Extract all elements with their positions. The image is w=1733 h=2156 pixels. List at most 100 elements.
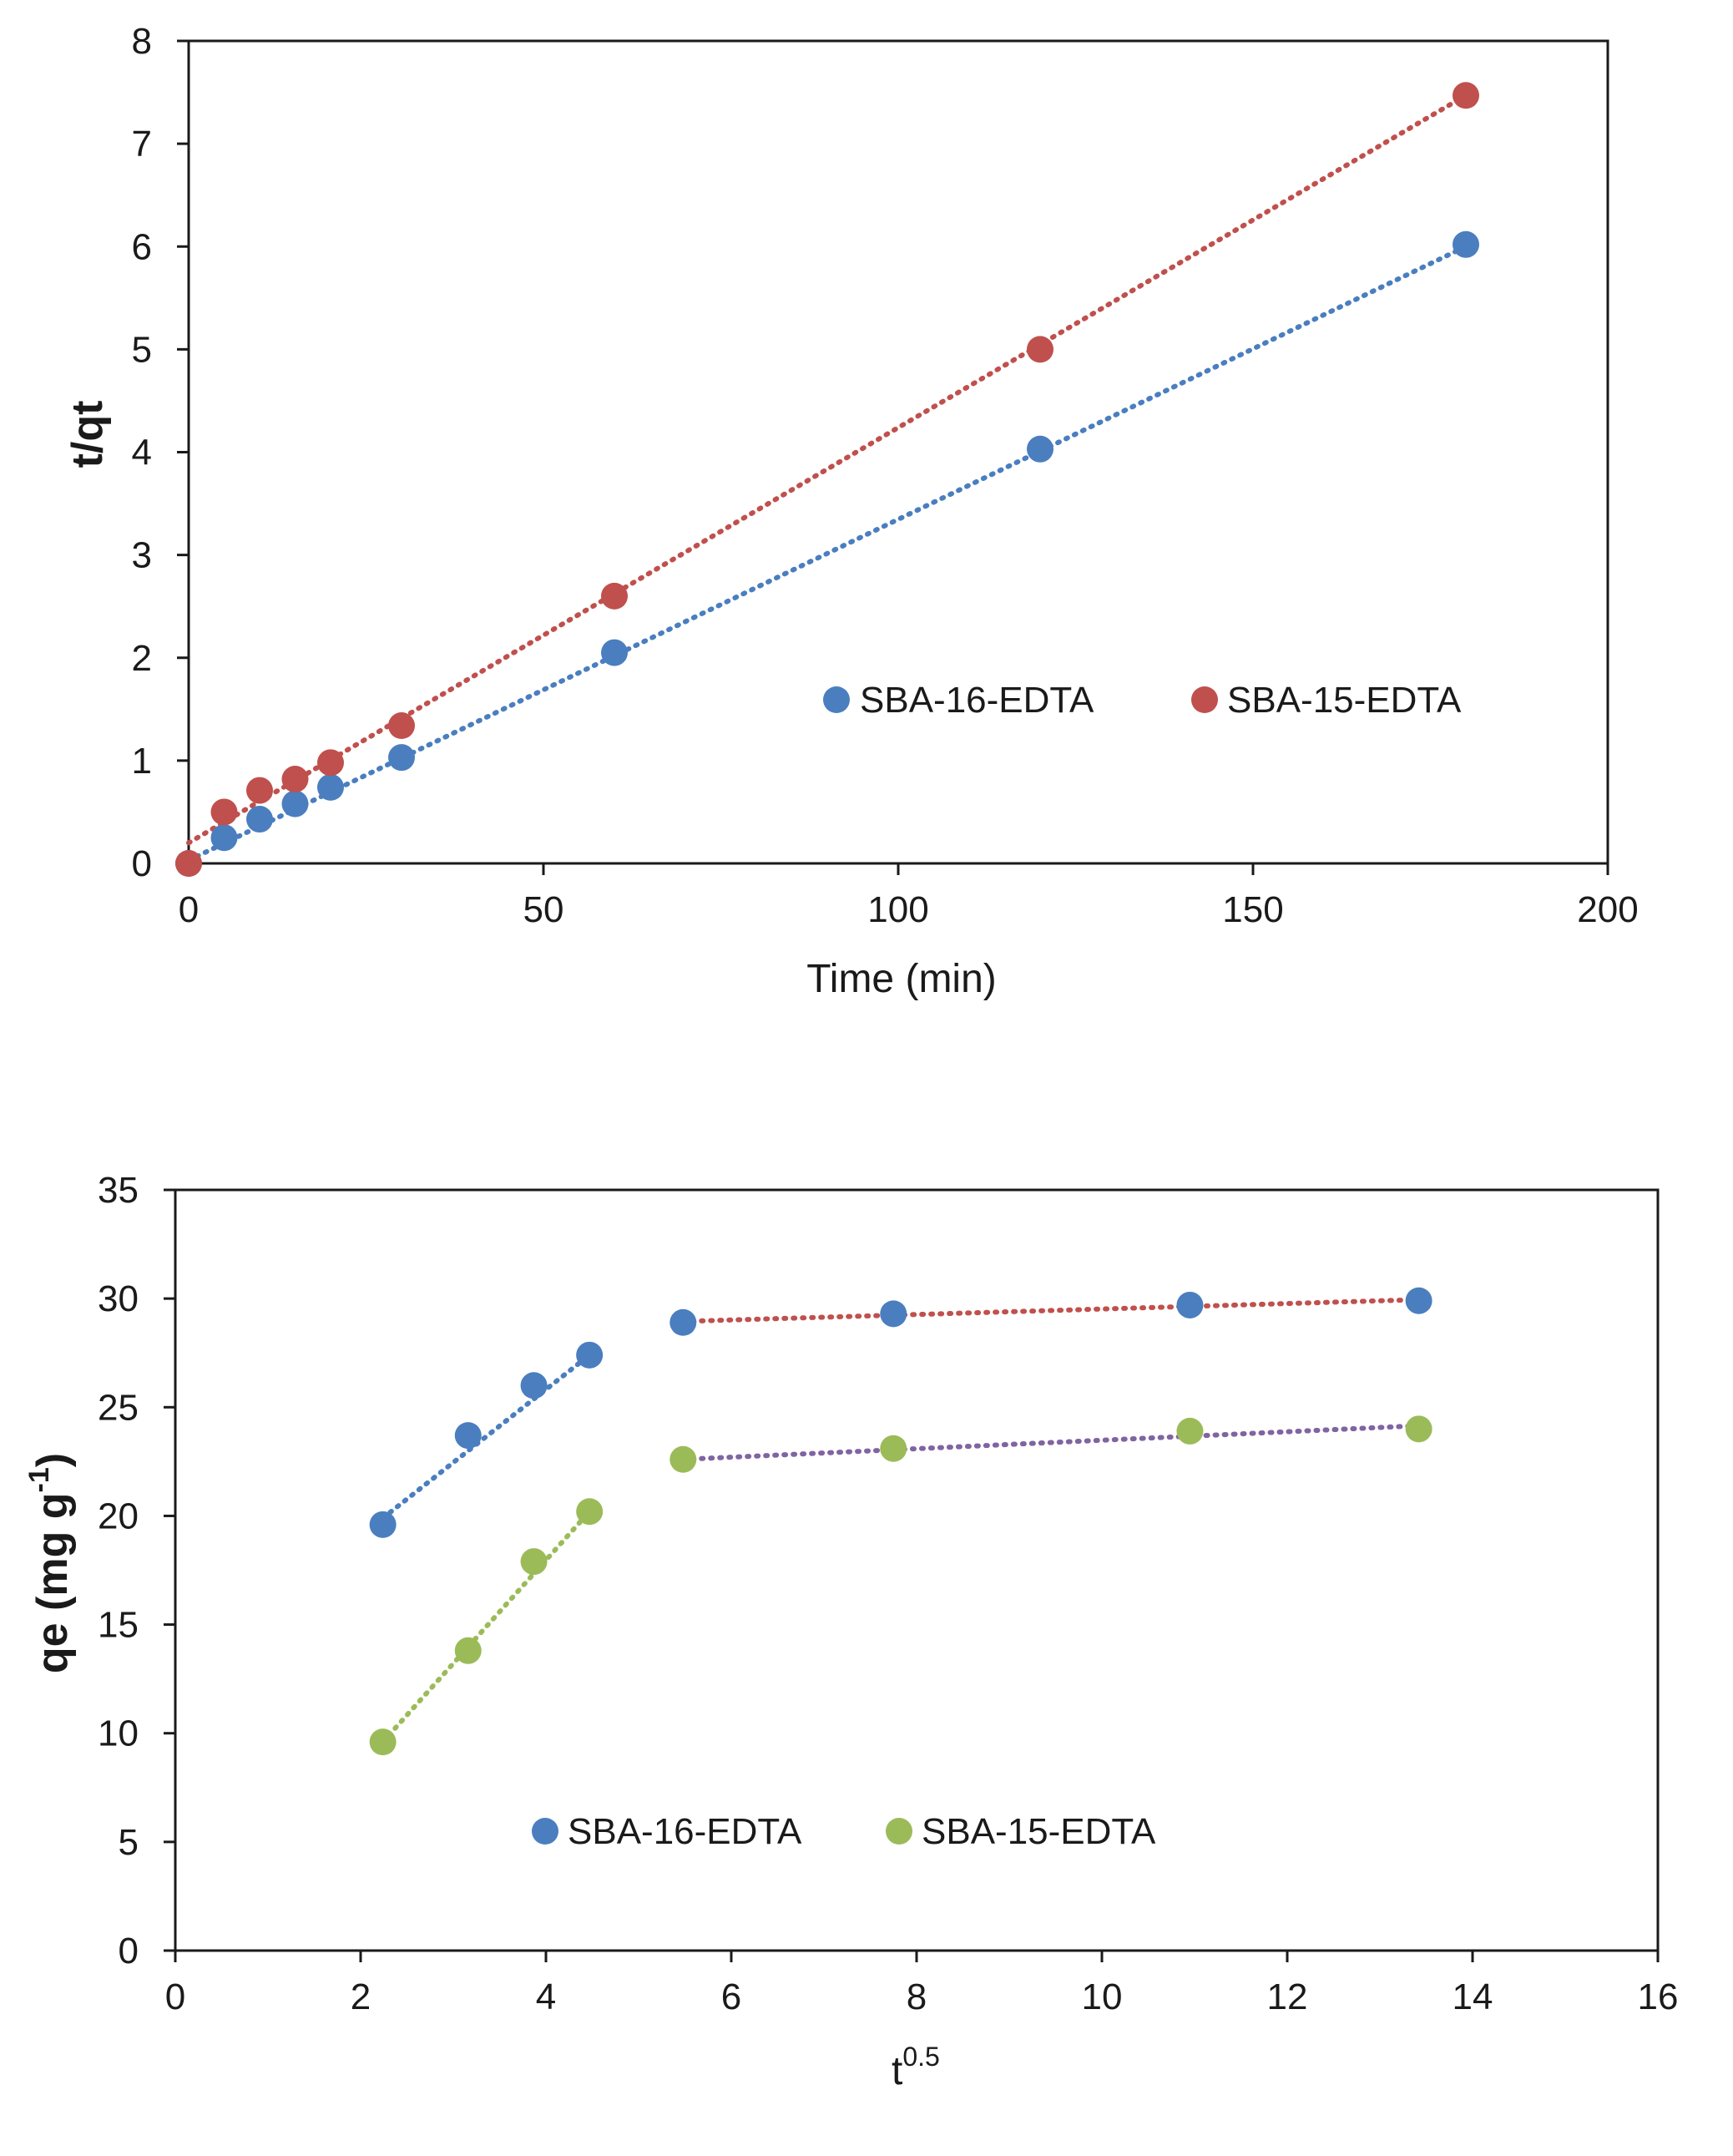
trendline-series-0-0 bbox=[186, 244, 1468, 863]
data-point-series-0 bbox=[246, 806, 273, 833]
x-tick-label: 200 bbox=[1577, 889, 1638, 930]
y-tick-label: 5 bbox=[132, 329, 152, 370]
x-axis-title-base: t bbox=[892, 2049, 902, 2093]
y-tick-label: 5 bbox=[119, 1822, 139, 1863]
data-point-series-1 bbox=[1453, 82, 1479, 109]
data-point-series-0 bbox=[1176, 1291, 1204, 1318]
data-point-series-1 bbox=[175, 850, 202, 877]
x-tick-label: 2 bbox=[351, 1976, 371, 2017]
y-tick-label: 30 bbox=[98, 1278, 139, 1319]
data-point-series-1 bbox=[669, 1445, 697, 1473]
data-points bbox=[369, 1287, 1432, 1756]
data-point-series-0 bbox=[317, 773, 344, 801]
y-tick-label: 0 bbox=[119, 1931, 139, 1971]
legend: SBA-16-EDTA SBA-15-EDTA bbox=[532, 1811, 1156, 1852]
data-point-series-1 bbox=[601, 582, 628, 610]
data-point-series-0 bbox=[388, 744, 415, 772]
legend-marker-sba15 bbox=[886, 1818, 912, 1845]
data-point-series-1 bbox=[576, 1498, 604, 1526]
x-tick-label: 50 bbox=[523, 889, 564, 930]
data-point-series-1 bbox=[880, 1435, 907, 1462]
data-point-series-0 bbox=[454, 1422, 482, 1450]
legend-marker-sba16 bbox=[823, 686, 850, 713]
legend-label-sba15: SBA-15-EDTA bbox=[922, 1811, 1156, 1852]
data-point-series-1 bbox=[210, 798, 238, 826]
data-point-series-0 bbox=[1027, 435, 1053, 463]
y-tick-label: 0 bbox=[132, 843, 152, 884]
trendline-series-0-0 bbox=[380, 1352, 593, 1521]
y-tick-label: 8 bbox=[132, 21, 152, 62]
plot-frame bbox=[174, 1188, 1660, 1952]
legend: SBA-16-EDTA SBA-15-EDTA bbox=[823, 680, 1462, 721]
data-point-series-0 bbox=[520, 1372, 548, 1399]
data-point-series-0 bbox=[210, 824, 238, 852]
plot-frame bbox=[187, 39, 1609, 865]
y-tick-label: 3 bbox=[132, 535, 152, 576]
x-tick-label: 0 bbox=[179, 889, 199, 930]
data-point-series-1 bbox=[454, 1637, 482, 1664]
y-tick-label: 7 bbox=[132, 124, 152, 164]
data-point-series-0 bbox=[576, 1341, 604, 1369]
y-tick-label: 1 bbox=[132, 741, 152, 782]
trendlines bbox=[380, 1297, 1422, 1745]
axis-ticks: 0 2 4 6 8 10 12 14 16 0 5 10 15 20 25 30 35 bbox=[98, 1170, 1678, 2017]
data-point-series-1 bbox=[246, 777, 273, 804]
trendline-series-1-0 bbox=[380, 1509, 593, 1745]
y-tick-label: 20 bbox=[98, 1496, 139, 1536]
data-point-series-0 bbox=[1405, 1287, 1432, 1314]
y-tick-label: 6 bbox=[132, 226, 152, 267]
x-tick-label: 150 bbox=[1222, 889, 1283, 930]
data-point-series-0 bbox=[281, 790, 309, 817]
data-point-series-0 bbox=[880, 1300, 907, 1328]
trendline-series-1-0 bbox=[186, 93, 1468, 846]
y-axis-title-base: qe (mg g bbox=[28, 1492, 77, 1673]
x-tick-label: 0 bbox=[165, 1976, 185, 2017]
y-tick-label: 4 bbox=[132, 433, 152, 473]
data-point-series-1 bbox=[520, 1548, 548, 1576]
data-point-series-1 bbox=[1027, 336, 1053, 363]
y-tick-label: 15 bbox=[98, 1605, 139, 1646]
data-point-series-1 bbox=[281, 766, 309, 793]
data-point-series-0 bbox=[1453, 230, 1479, 258]
y-tick-label: 2 bbox=[132, 638, 152, 679]
trendline-series-1-1 bbox=[680, 1423, 1422, 1462]
x-axis-title: t0.5 bbox=[892, 2042, 940, 2093]
data-point-series-1 bbox=[1176, 1417, 1204, 1445]
data-point-series-0 bbox=[369, 1511, 397, 1538]
legend-marker-sba16 bbox=[532, 1818, 558, 1845]
legend-label-sba16: SBA-16-EDTA bbox=[860, 680, 1094, 721]
x-axis-title-sup: 0.5 bbox=[902, 2042, 939, 2072]
x-tick-label: 14 bbox=[1453, 1976, 1493, 2017]
x-tick-label: 8 bbox=[907, 1976, 927, 2017]
x-tick-label: 4 bbox=[536, 1976, 556, 2017]
x-tick-label: 6 bbox=[721, 1976, 741, 2017]
x-tick-label: 12 bbox=[1267, 1976, 1308, 2017]
data-point-series-1 bbox=[388, 712, 415, 740]
x-tick-label: 100 bbox=[867, 889, 928, 930]
data-point-series-0 bbox=[669, 1308, 697, 1336]
y-axis-title-sup: -1 bbox=[23, 1467, 55, 1492]
data-point-series-1 bbox=[369, 1728, 397, 1756]
y-tick-label: 35 bbox=[98, 1170, 139, 1211]
y-tick-label: 25 bbox=[98, 1387, 139, 1428]
chart-pseudo-second-order: 0 50 100 150 200 0 1 2 3 4 5 6 7 8 Time (min) t/qt SB… bbox=[63, 21, 1639, 1001]
data-point-series-1 bbox=[1405, 1415, 1432, 1443]
data-point-series-0 bbox=[601, 639, 628, 666]
y-tick-label: 10 bbox=[98, 1713, 139, 1754]
y-axis-title: t/qt bbox=[63, 401, 112, 468]
trendlines bbox=[186, 93, 1468, 863]
y-axis-title-tail: ) bbox=[28, 1453, 77, 1467]
x-tick-label: 16 bbox=[1638, 1976, 1679, 2017]
x-tick-label: 10 bbox=[1082, 1976, 1123, 2017]
legend-label-sba16: SBA-16-EDTA bbox=[568, 1811, 802, 1852]
y-axis-title: qe (mg g-1) bbox=[23, 1453, 77, 1673]
legend-label-sba15: SBA-15-EDTA bbox=[1227, 680, 1462, 721]
axis-ticks: 0 50 100 150 200 0 1 2 3 4 5 6 7 8 bbox=[132, 21, 1639, 930]
data-points bbox=[175, 82, 1479, 877]
legend-marker-sba15 bbox=[1191, 686, 1218, 713]
x-axis-title: Time (min) bbox=[806, 957, 997, 1001]
data-point-series-1 bbox=[317, 749, 344, 777]
trendline-series-0-1 bbox=[680, 1297, 1422, 1324]
chart-intraparticle-diffusion: 0 2 4 6 8 10 12 14 16 0 5 10 15 20 25 30 35 t0.5 qe (mg … bbox=[23, 1170, 1678, 2093]
